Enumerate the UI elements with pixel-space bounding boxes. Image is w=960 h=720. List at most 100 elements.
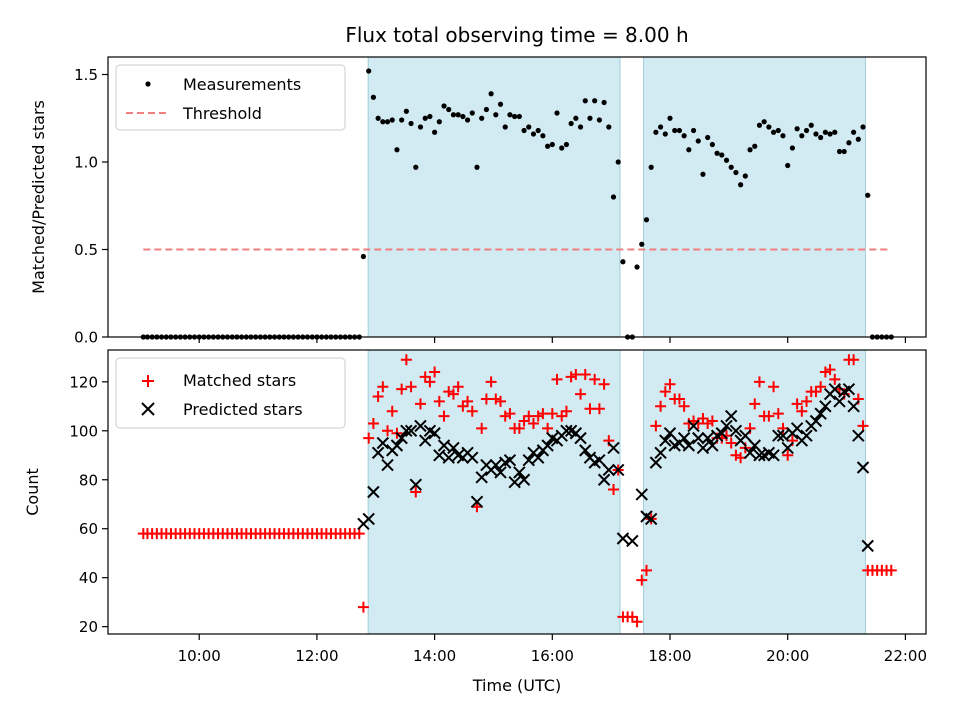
top-observing-window-0 bbox=[367, 56, 621, 338]
top-point-0-92 bbox=[573, 115, 579, 121]
top-point-0-118 bbox=[695, 138, 701, 144]
bottom-point-1-61 bbox=[654, 446, 667, 460]
top-point-0-123 bbox=[719, 152, 725, 158]
top-point-0-72 bbox=[479, 115, 485, 121]
bottom-axes-frame bbox=[107, 349, 927, 635]
top-point-0-152 bbox=[855, 136, 861, 142]
panel-ratio: 0.0 0.5 1.0 1.5 Matched/Predicted stars Mea… bbox=[29, 56, 927, 347]
legend-label-predicted: Predicted stars bbox=[183, 400, 303, 419]
bottom-point-1-99 bbox=[833, 395, 846, 408]
top-point-0-105 bbox=[634, 264, 640, 270]
bottom-point-1-92 bbox=[800, 429, 813, 442]
top-point-0-95 bbox=[587, 115, 593, 121]
top-point-0-109 bbox=[653, 129, 659, 135]
bottom-y-tick-label-3: 80 bbox=[79, 471, 98, 489]
top-axes-frame bbox=[107, 56, 927, 338]
top-point-0-139 bbox=[794, 126, 800, 132]
top-point-0-50 bbox=[375, 115, 381, 121]
top-point-0-150 bbox=[846, 140, 852, 146]
bottom-y-tick-label-1: 40 bbox=[79, 569, 98, 587]
bottom-legend-box bbox=[115, 357, 346, 429]
bottom-point-1-8 bbox=[395, 431, 408, 445]
top-observing-window-1 bbox=[643, 56, 866, 338]
bottom-point-1-82 bbox=[753, 449, 766, 462]
top-point-0-142 bbox=[808, 122, 814, 128]
bottom-point-0-130 bbox=[749, 398, 761, 410]
chart-title: Flux total observing time = 8.00 h bbox=[345, 23, 688, 47]
top-point-0-63 bbox=[436, 119, 442, 125]
bottom-point-1-46 bbox=[574, 431, 587, 445]
top-point-0-84 bbox=[535, 127, 541, 134]
x-tick-label-6: 22:00 bbox=[884, 647, 927, 665]
bottom-point-1-85 bbox=[767, 449, 780, 462]
bottom-point-0-49 bbox=[367, 417, 379, 429]
bottom-point-1-24 bbox=[470, 495, 484, 509]
bottom-point-0-81 bbox=[518, 415, 530, 427]
bottom-point-0-77 bbox=[499, 410, 511, 422]
bottom-point-1-28 bbox=[489, 458, 503, 472]
top-point-0-102 bbox=[620, 259, 626, 265]
bottom-point-1-35 bbox=[522, 453, 535, 467]
bottom-point-0-64 bbox=[438, 410, 450, 422]
top-point-0-99 bbox=[606, 124, 612, 130]
top-point-0-97 bbox=[596, 117, 602, 123]
bottom-point-0-159 bbox=[885, 564, 897, 576]
bottom-point-1-25 bbox=[475, 471, 488, 484]
top-point-0-116 bbox=[686, 147, 692, 153]
top-point-0-106 bbox=[639, 241, 645, 247]
bottom-legend: Matched stars Predicted stars bbox=[115, 357, 346, 429]
top-point-0-153 bbox=[860, 124, 866, 130]
top-point-0-86 bbox=[545, 143, 551, 149]
bottom-point-1-47 bbox=[579, 444, 592, 457]
top-point-0-57 bbox=[408, 120, 414, 127]
bottom-point-1-11 bbox=[409, 478, 422, 491]
top-point-0-121 bbox=[709, 141, 715, 148]
bottom-point-1-101 bbox=[842, 382, 856, 396]
top-point-0-64 bbox=[441, 103, 447, 109]
bottom-point-1-53 bbox=[607, 441, 620, 455]
top-y-tick-label-2: 1.0 bbox=[74, 154, 98, 172]
top-point-0-122 bbox=[714, 150, 720, 156]
top-point-0-69 bbox=[464, 117, 471, 123]
top-point-0-131 bbox=[756, 122, 763, 128]
bottom-y-tick-label-5: 120 bbox=[69, 373, 98, 391]
top-point-0-98 bbox=[601, 99, 607, 106]
top-point-0-79 bbox=[512, 113, 518, 120]
top-point-0-67 bbox=[455, 112, 461, 118]
bottom-point-0-48 bbox=[363, 432, 375, 444]
legend-marker-matched bbox=[142, 375, 154, 387]
bottom-point-1-72 bbox=[706, 439, 719, 452]
bottom-point-1-17 bbox=[437, 439, 451, 452]
bottom-point-0-65 bbox=[443, 386, 455, 398]
top-point-0-113 bbox=[672, 127, 678, 134]
bottom-point-1-77 bbox=[729, 424, 743, 438]
bottom-point-0-82 bbox=[523, 410, 535, 422]
bottom-point-1-103 bbox=[852, 429, 865, 442]
top-point-0-145 bbox=[822, 129, 828, 135]
bottom-point-1-31 bbox=[503, 453, 517, 467]
top-point-0-87 bbox=[549, 141, 555, 148]
bottom-point-0-106 bbox=[636, 574, 648, 586]
bottom-point-0-80 bbox=[513, 422, 525, 434]
bottom-point-1-51 bbox=[597, 473, 611, 486]
top-point-0-117 bbox=[690, 127, 697, 134]
bottom-point-1-1 bbox=[362, 512, 375, 526]
bottom-point-0-143 bbox=[810, 386, 822, 398]
bottom-point-0-78 bbox=[504, 408, 516, 420]
bottom-point-0-55 bbox=[396, 383, 408, 395]
bottom-point-0-119 bbox=[697, 413, 709, 425]
top-point-0-107 bbox=[643, 217, 650, 223]
top-point-0-101 bbox=[615, 159, 621, 165]
top-point-0-70 bbox=[469, 110, 475, 116]
bottom-point-0-51 bbox=[377, 381, 389, 393]
bottom-point-1-15 bbox=[428, 427, 441, 440]
bottom-point-1-105 bbox=[861, 539, 874, 553]
bottom-point-0-134 bbox=[768, 381, 780, 393]
top-legend-box bbox=[115, 64, 346, 131]
top-point-0-135 bbox=[775, 127, 781, 134]
bottom-point-1-33 bbox=[513, 466, 526, 479]
bottom-point-0-62 bbox=[429, 366, 441, 378]
top-point-0-127 bbox=[738, 182, 744, 188]
bottom-point-1-59 bbox=[644, 512, 658, 526]
